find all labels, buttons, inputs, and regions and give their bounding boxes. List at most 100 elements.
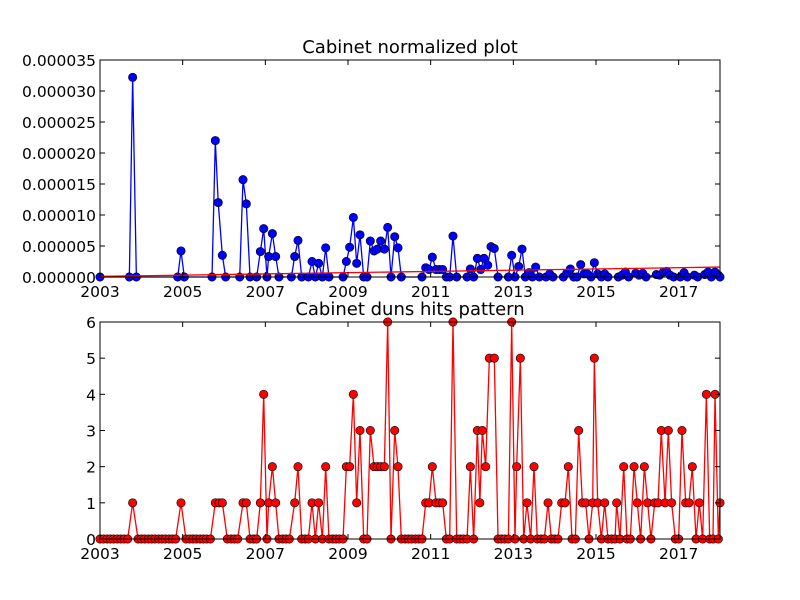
bottom-xtick-label: 2007 <box>246 545 285 563</box>
top-data-point <box>267 229 277 239</box>
bottom-data-point <box>128 498 138 508</box>
bottom-data-point <box>619 462 629 472</box>
bottom-data-point <box>632 498 642 508</box>
top-data-point <box>213 198 223 208</box>
bottom-data-point <box>663 425 673 435</box>
bottom-xtick-label: 2013 <box>494 545 533 563</box>
top-data-point <box>576 260 586 270</box>
bottom-data-point <box>365 425 375 435</box>
top-ytick-label: 0.000005 <box>22 238 96 256</box>
bottom-data-point <box>694 498 704 508</box>
top-chart-ticks: 2003 2005 2007 2009 2011 2013 2015 2017 0.000000… <box>22 52 720 301</box>
bottom-data-point <box>465 462 475 472</box>
top-xtick-label: 2017 <box>659 283 698 301</box>
top-data-point <box>210 136 220 146</box>
top-data-point <box>507 250 517 260</box>
top-data-point <box>393 243 403 253</box>
bottom-data-point <box>560 498 570 508</box>
top-xtick-label: 2009 <box>328 283 367 301</box>
bottom-data-point <box>241 498 251 508</box>
bottom-data-point <box>217 498 227 508</box>
bottom-data-point <box>574 425 584 435</box>
top-data-point <box>241 199 251 209</box>
top-data-point <box>514 261 524 271</box>
bottom-data-point <box>259 389 269 399</box>
bottom-chart-series <box>95 317 725 544</box>
top-ytick-label: 0.000010 <box>22 207 96 225</box>
top-data-point <box>128 72 138 82</box>
top-ytick-label: 0.000035 <box>22 52 96 70</box>
top-data-point <box>390 232 400 242</box>
top-data-point <box>259 224 269 234</box>
top-ytick-label: 0.000000 <box>22 269 96 287</box>
top-ytick-label: 0.000025 <box>22 114 96 132</box>
bottom-ytick-label: 1 <box>86 495 96 513</box>
bottom-data-point <box>290 498 300 508</box>
bottom-xtick-label: 2009 <box>328 545 367 563</box>
bottom-ytick-label: 4 <box>86 386 96 404</box>
top-data-point <box>238 175 248 185</box>
top-data-point <box>352 258 362 268</box>
top-data-point <box>321 243 331 253</box>
bottom-data-point <box>176 498 186 508</box>
bottom-data-point <box>639 462 649 472</box>
top-data-point <box>345 242 355 252</box>
top-data-point <box>589 258 599 268</box>
bottom-data-point <box>321 462 331 472</box>
top-chart-series <box>95 72 725 282</box>
bottom-xtick-label: 2017 <box>659 545 698 563</box>
top-data-point <box>255 247 265 257</box>
bottom-data-point <box>379 462 389 472</box>
bottom-data-point <box>475 498 485 508</box>
top-data-point <box>271 252 281 262</box>
top-data-point <box>176 246 186 256</box>
bottom-data-point <box>481 462 491 472</box>
top-data-point <box>489 243 499 253</box>
top-chart: Cabinet normalized plot 2003 2005 2007 2009… <box>22 37 725 301</box>
bottom-chart: Cabinet duns hits pattern 2003 2005 2007 20… <box>80 299 725 563</box>
bottom-data-point <box>345 462 355 472</box>
top-data-point <box>376 236 386 246</box>
bottom-data-point <box>629 462 639 472</box>
bottom-data-point <box>293 462 303 472</box>
bottom-data-point <box>522 498 532 508</box>
bottom-data-point <box>667 498 677 508</box>
bottom-xtick-label: 2011 <box>411 545 450 563</box>
bottom-chart-ticks: 2003 2005 2007 2009 2011 2013 2015 2017 0 1 2 3 4 5 6 <box>80 314 720 563</box>
top-data-point <box>438 265 448 275</box>
bottom-data-point <box>267 462 277 472</box>
bottom-data-point <box>687 462 697 472</box>
top-xtick-label: 2003 <box>80 283 119 301</box>
bottom-data-point <box>589 353 599 363</box>
bottom-data-point <box>677 425 687 435</box>
bottom-data-point <box>512 462 522 472</box>
bottom-data-point <box>348 389 358 399</box>
bottom-data-point <box>390 425 400 435</box>
bottom-ytick-label: 2 <box>86 459 96 477</box>
bottom-data-point <box>563 462 573 472</box>
top-data-point <box>314 258 324 268</box>
bottom-xtick-label: 2005 <box>163 545 202 563</box>
bottom-data-point <box>355 425 365 435</box>
top-xtick-label: 2011 <box>411 283 450 301</box>
bottom-xtick-label: 2015 <box>576 545 615 563</box>
bottom-data-point <box>314 498 324 508</box>
bottom-ytick-label: 0 <box>86 531 96 549</box>
bottom-ytick-label: 5 <box>86 350 96 368</box>
bottom-data-point <box>271 498 281 508</box>
top-chart-frame <box>99 59 721 278</box>
bottom-data-point <box>684 498 694 508</box>
top-data-point <box>517 244 527 254</box>
bottom-data-point <box>701 389 711 399</box>
top-xtick-label: 2015 <box>576 283 615 301</box>
bottom-chart-title: Cabinet duns hits pattern <box>295 299 524 320</box>
bottom-data-point <box>393 462 403 472</box>
bottom-data-point <box>612 498 622 508</box>
top-data-point <box>290 252 300 262</box>
top-data-point <box>217 250 227 260</box>
top-ytick-label: 0.000020 <box>22 145 96 163</box>
bottom-data-point <box>529 462 539 472</box>
top-ytick-label: 0.000030 <box>22 83 96 101</box>
top-series-line-1 <box>99 266 721 278</box>
